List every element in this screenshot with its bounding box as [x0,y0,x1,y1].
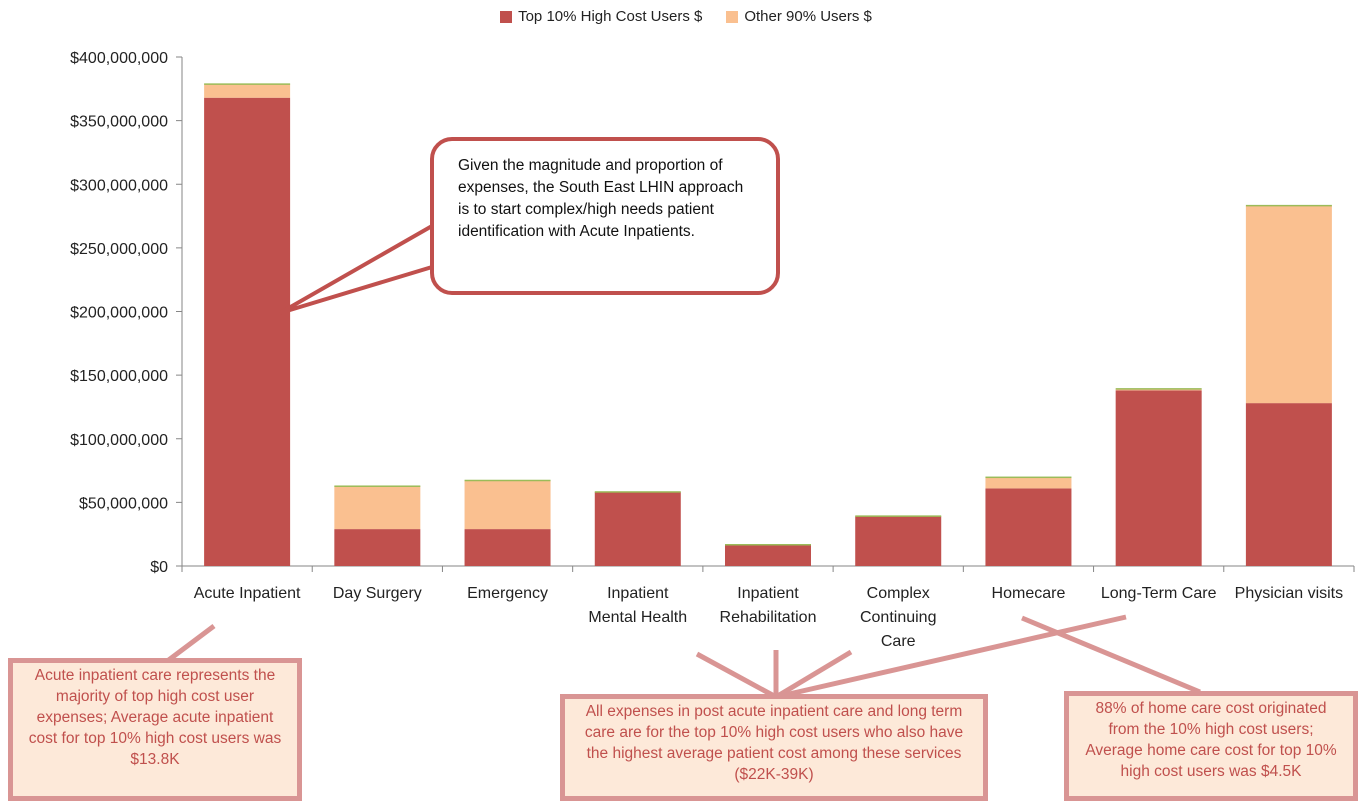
callout-text: Given the magnitude and proportion of ex… [458,157,744,240]
connector-rehab [695,651,778,700]
connector-homecare [1021,615,1201,695]
legend-label-top10: Top 10% High Cost Users $ [518,8,703,25]
bar-top10 [985,488,1072,566]
y-tick-label: $0 [150,559,168,576]
bar-cap [725,544,811,546]
legend-swatch-other90 [726,10,739,23]
callout-pointer [279,222,434,315]
legend-label-other90: Other 90% Users $ [744,8,872,25]
x-tick-label: Acute Inpatient [194,585,301,602]
bar-other90 [985,477,1072,489]
y-tick-label: $400,000,000 [70,50,168,67]
x-tick-label: Complex [867,585,930,602]
bar-top10 [204,97,291,566]
y-tick-label: $100,000,000 [70,432,168,449]
bar-top10 [725,545,811,566]
x-tick-label: Physician visits [1235,585,1343,602]
note-acute-inpatient: Acute inpatient care represents the majo… [8,658,302,801]
bar-top10 [855,516,942,566]
y-tick-label: $150,000,000 [70,368,168,385]
legend: Top 10% High Cost Users $ Other 90% User… [0,8,1372,25]
x-tick-label: Inpatient [737,585,799,602]
bar-cap [334,485,421,487]
bar-top10 [334,529,421,566]
x-tick-label: Emergency [467,585,548,602]
bar-other90 [464,480,551,530]
bar-cap [855,515,942,517]
bar-cap [594,491,681,493]
bar-other90 [1245,205,1332,404]
note-acute-inpatient-text: Acute inpatient care represents the majo… [28,667,282,768]
legend-swatch-top10 [500,10,513,23]
bar-top10 [1245,403,1332,566]
x-tick-label: Mental Health [588,609,687,626]
bar-other90 [1115,389,1202,391]
connector-ccc-2 [774,649,853,700]
y-tick-label: $50,000,000 [79,495,168,512]
y-tick-label: $300,000,000 [70,177,168,194]
bar-cap [464,479,551,482]
x-tick-label: Day Surgery [333,585,422,602]
bar-cap [1245,204,1332,207]
note-post-acute-text: All expenses in post acute inpatient car… [584,703,964,783]
y-tick-label: $250,000,000 [70,241,168,258]
y-tick-label: $350,000,000 [70,114,168,131]
bar-cap [985,476,1072,479]
note-post-acute: All expenses in post acute inpatient car… [560,694,988,801]
bar-other90 [204,84,291,98]
callout-box: Given the magnitude and proportion of ex… [430,137,780,295]
x-tick-label: Long-Term Care [1101,585,1217,602]
connector-ltc [775,614,1127,700]
note-homecare-text: 88% of home care cost originated from th… [1085,700,1337,780]
x-tick-label: Care [881,633,916,650]
bar-top10 [1115,390,1202,566]
bar-cap [1115,388,1202,390]
bar-top10 [594,492,681,566]
x-tick-label: Homecare [992,585,1066,602]
bar-other90 [334,486,421,530]
note-homecare: 88% of home care cost originated from th… [1064,691,1358,801]
x-tick-label: Rehabilitation [720,609,817,626]
legend-item-other90: Other 90% Users $ [726,8,872,25]
y-tick-label: $200,000,000 [70,305,168,322]
x-tick-label: Inpatient [607,585,669,602]
bar-top10 [464,529,551,566]
legend-item-top10: Top 10% High Cost Users $ [500,8,702,25]
x-tick-label: Continuing [860,609,937,626]
bar-cap [204,83,291,85]
